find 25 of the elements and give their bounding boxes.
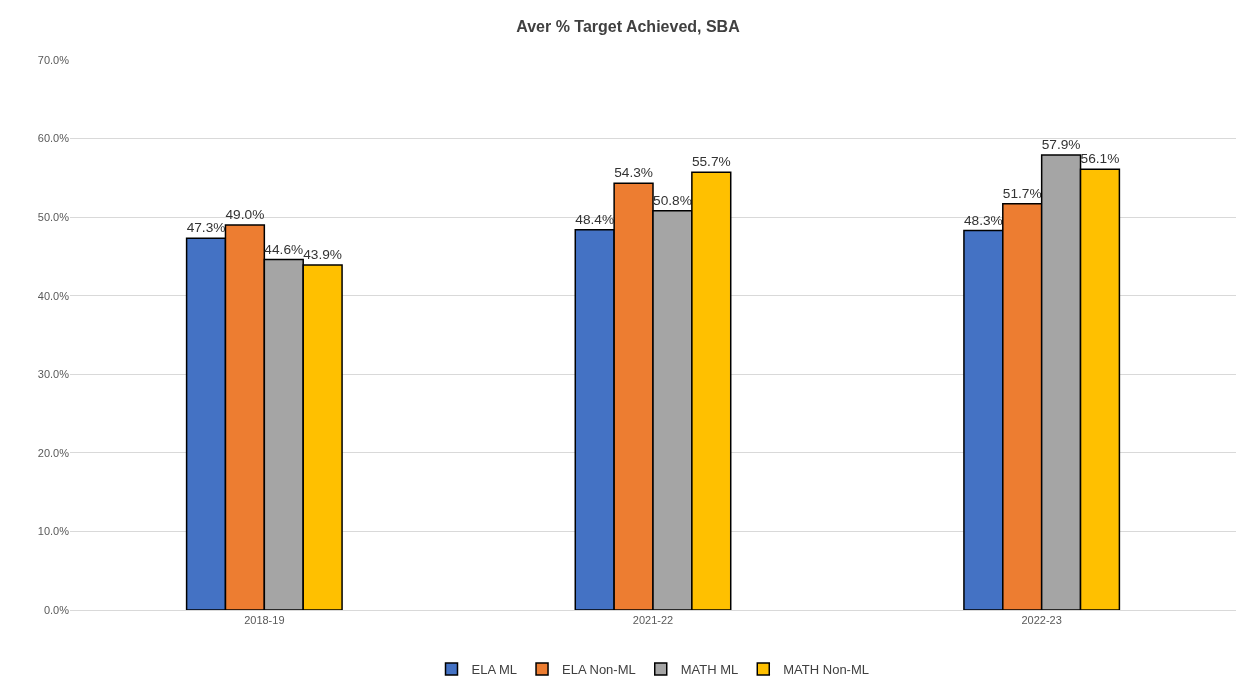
- text: 57.9%: [1041, 137, 1081, 153]
- legend-label: ELA Non-ML: [562, 662, 636, 678]
- text: 48.3%: [963, 212, 1003, 228]
- y-tick-label: 0.0%: [43, 603, 70, 616]
- x-tick-label: 2018-19: [244, 614, 285, 627]
- text: 56.1%: [1080, 151, 1120, 167]
- text: 54.3%: [614, 165, 653, 181]
- text: 47.3%: [186, 220, 226, 236]
- y-tick-label: 50.0%: [37, 210, 70, 223]
- y-tick-label: 40.0%: [37, 289, 70, 302]
- legend-label: ELA ML: [471, 662, 518, 678]
- legend-label: MATH ML: [680, 662, 739, 678]
- y-tick-label: 60.0%: [37, 132, 70, 145]
- text: 51.7%: [1002, 185, 1042, 201]
- y-tick-label: 20.0%: [37, 446, 70, 459]
- text: 55.7%: [691, 154, 731, 170]
- y-tick-label: 70.0%: [37, 53, 70, 66]
- x-tick-label: 2021-22: [632, 614, 674, 627]
- legend-label: MATH Non-ML: [783, 662, 869, 678]
- y-tick-label: 10.0%: [37, 525, 70, 538]
- y-tick-label: 30.0%: [37, 368, 70, 381]
- x-tick-label: 2022-23: [1021, 614, 1062, 627]
- text: 49.0%: [225, 207, 265, 223]
- text: 43.9%: [303, 247, 343, 263]
- chart-title: Aver % Target Achieved, SBA: [516, 18, 741, 36]
